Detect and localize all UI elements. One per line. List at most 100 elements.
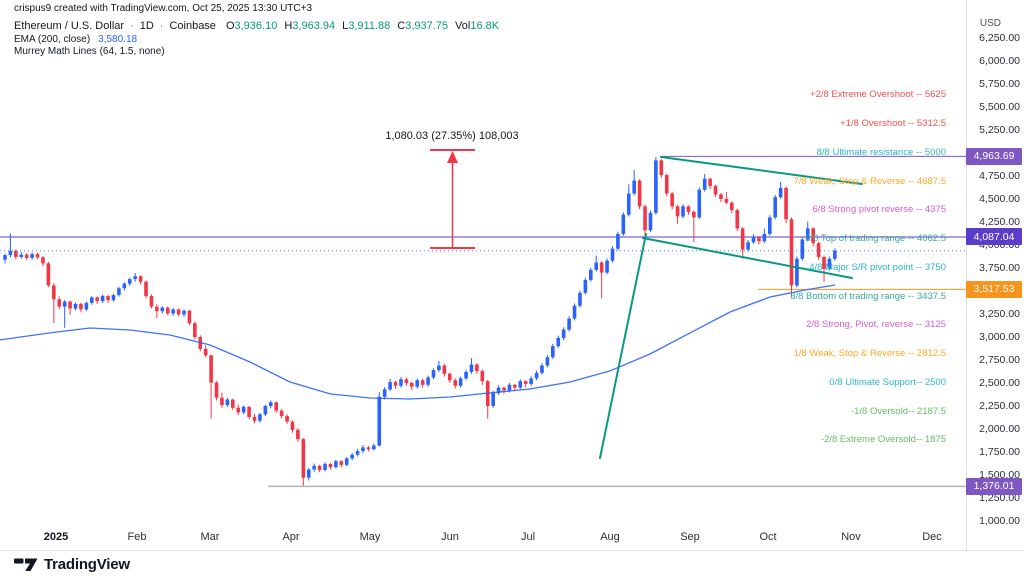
price-scale[interactable]: USD 6,250.00 6,000.00 5,750.00 5,500.00 5,25… <box>966 0 1024 550</box>
tradingview-logo-text: TradingView <box>44 556 130 573</box>
candle-body <box>621 214 626 234</box>
candle-body <box>231 399 235 408</box>
candle-body <box>344 458 349 465</box>
candle-body <box>57 299 62 307</box>
price-tick-label: 6,250.00 <box>979 32 1020 44</box>
murrey-level-label: 7/8 Weak, Stop & Reverse -- 4687.5 <box>793 175 946 187</box>
candle-body <box>252 417 257 421</box>
candle-body <box>160 307 165 312</box>
candle-body <box>127 279 132 284</box>
candle-body <box>122 283 127 289</box>
candle-body <box>437 365 441 371</box>
candle-body <box>290 421 295 430</box>
candle-body <box>155 306 159 312</box>
candle-body <box>811 228 815 244</box>
candle-body <box>399 379 403 386</box>
candle-body <box>686 206 691 212</box>
candle-body <box>35 254 40 258</box>
candle-body <box>301 439 306 478</box>
ascending-trend-line[interactable] <box>599 232 647 459</box>
candle-body <box>795 258 799 286</box>
murrey-level-label: -1/8 Oversold-- 2187.5 <box>850 405 946 417</box>
candle-body <box>702 178 707 190</box>
ohlc-value: 3,937.75 <box>405 20 449 32</box>
candle-body <box>740 228 745 250</box>
candle-body <box>616 233 620 249</box>
chart-pane[interactable] <box>0 0 966 550</box>
candle-body <box>426 377 430 385</box>
exchange-name[interactable]: Coinbase <box>169 20 216 32</box>
candle-body <box>410 382 414 387</box>
candle-body <box>296 429 300 440</box>
candle-body <box>420 380 425 385</box>
candle-body <box>306 469 311 478</box>
murrey-level-label: 5/8 Top of trading range -- 4062.5 <box>805 233 946 245</box>
candle-body <box>746 242 750 250</box>
candle-body <box>79 303 83 310</box>
price-tick-label: 4,750.00 <box>979 169 1020 182</box>
candle-body <box>62 301 67 307</box>
candle-body <box>767 217 772 234</box>
candle-body <box>496 387 501 394</box>
candle-body <box>68 301 72 309</box>
ema-indicator-value: 3,580.18 <box>98 34 138 45</box>
price-tick-label: 3,000.00 <box>979 330 1020 343</box>
murrey-level-label: 6/8 Strong pivot reverse -- 4375 <box>812 204 946 216</box>
descending-support-line[interactable] <box>642 237 853 280</box>
candle-body <box>431 370 436 378</box>
price-tick-label: 6,000.00 <box>979 54 1020 67</box>
candle-body <box>89 297 94 303</box>
time-axis[interactable] <box>0 528 1024 551</box>
candle-body <box>540 365 544 373</box>
candle-body <box>735 210 740 229</box>
symbol-name[interactable]: Ethereum / U.S. Dollar <box>14 20 125 32</box>
candle-body <box>138 276 143 282</box>
ohlc-value: 3,911.88 <box>348 20 391 32</box>
price-tick-label: 2,750.00 <box>979 353 1020 366</box>
time-axis-label: Aug <box>600 531 620 543</box>
price-range-measurement-label[interactable]: 1,080.03 (27.35%) 108,003 <box>385 130 519 142</box>
separator-dot: · <box>130 20 134 32</box>
candle-body <box>225 399 230 406</box>
candles-series <box>3 157 837 486</box>
candle-body <box>46 263 51 286</box>
candle-body <box>643 206 647 231</box>
price-tick-label: 3,750.00 <box>979 261 1020 274</box>
tradingview-logo[interactable]: TradingView <box>14 556 130 573</box>
candle-body <box>247 406 251 418</box>
candle-body <box>415 380 420 387</box>
candle-body <box>382 389 387 397</box>
candle-body <box>681 206 685 217</box>
candle-body <box>708 178 712 187</box>
candle-body <box>502 387 506 391</box>
candle-body <box>529 378 533 384</box>
descending-resistance-line[interactable] <box>660 155 863 185</box>
candle-body <box>3 255 7 260</box>
candle-body <box>719 194 723 199</box>
candle-body <box>30 254 34 258</box>
interval-value[interactable]: 1D <box>139 20 154 32</box>
candle-body <box>697 189 702 218</box>
tradingview-logo-icon <box>14 558 38 571</box>
ema-indicator-label[interactable]: EMA (200, close) <box>14 34 91 45</box>
candle-body <box>209 355 213 383</box>
candle-body <box>692 211 696 218</box>
candle-body <box>659 160 664 176</box>
candle-body <box>480 371 485 382</box>
ema-200-line[interactable] <box>0 284 836 400</box>
candle-body <box>372 445 376 450</box>
candle-body <box>263 405 268 415</box>
murrey-indicator-label[interactable]: Murrey Math Lines (64, 1.5, none) <box>14 46 165 57</box>
price-chart-canvas[interactable] <box>0 0 966 550</box>
time-axis-label: Feb <box>127 531 147 543</box>
candle-body <box>214 382 219 398</box>
price-range-tool[interactable] <box>430 149 475 249</box>
candle-body <box>670 193 674 207</box>
price-level-badge: 4,087.04 <box>966 228 1022 246</box>
candle-body <box>567 318 571 330</box>
price-tick-label: 1,000.00 <box>979 514 1020 527</box>
candle-body <box>149 296 154 307</box>
candle-body <box>469 364 474 372</box>
time-axis-label: Apr <box>282 531 300 543</box>
candle-body <box>822 256 826 269</box>
